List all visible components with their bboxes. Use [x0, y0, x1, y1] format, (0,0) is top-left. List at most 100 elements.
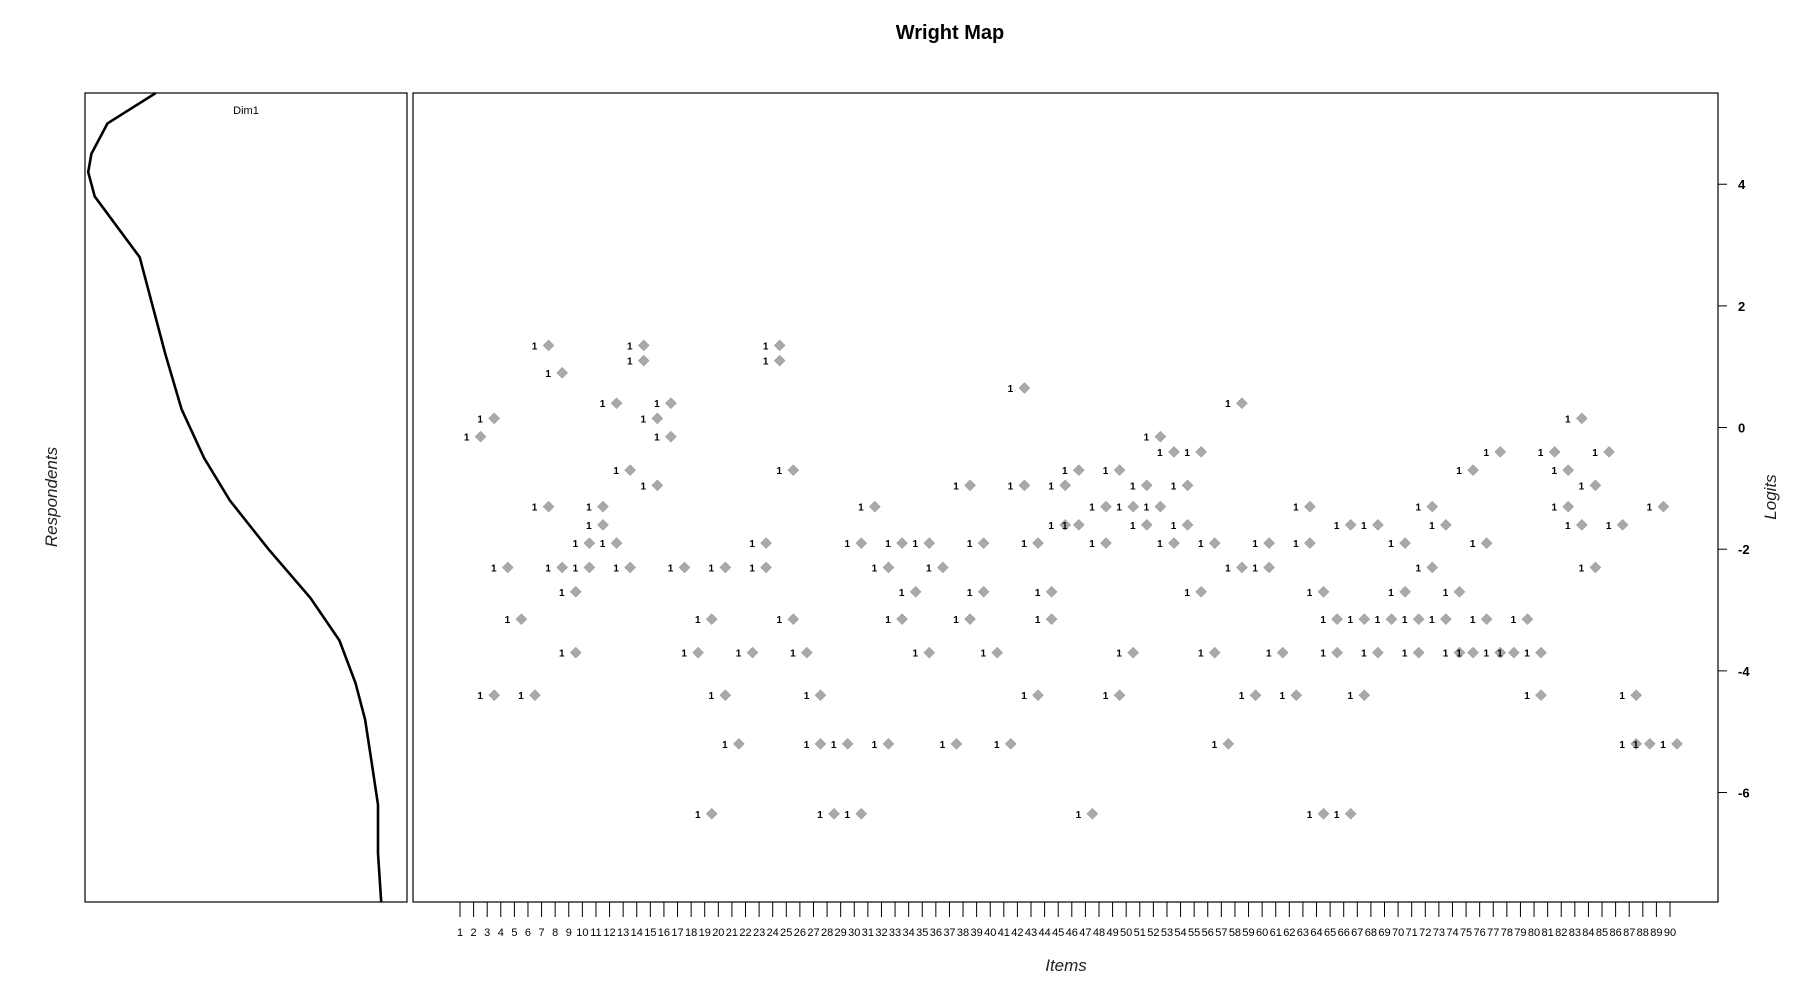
x-tick-label: 44: [1038, 927, 1050, 939]
x-tick-label: 69: [1378, 927, 1390, 939]
threshold-point: [733, 737, 745, 750]
threshold-label: 1: [1266, 649, 1272, 660]
threshold-point: [569, 646, 582, 659]
x-tick-label: 62: [1283, 927, 1295, 939]
threshold-point: [488, 689, 501, 702]
threshold-point: [1045, 613, 1058, 626]
threshold-point: [1072, 519, 1085, 531]
threshold-label: 1: [1388, 588, 1394, 599]
threshold-point: [705, 613, 718, 626]
x-tick-label: 33: [889, 927, 901, 939]
y-tick-label: -2: [1738, 542, 1750, 557]
threshold-label: 1: [532, 341, 538, 352]
x-tick-label: 87: [1623, 927, 1635, 939]
threshold-point: [923, 646, 936, 659]
threshold-point: [964, 479, 976, 492]
threshold-point: [1181, 479, 1194, 492]
threshold-point: [665, 397, 677, 410]
threshold-label: 1: [1144, 503, 1150, 514]
threshold-label: 1: [1565, 414, 1571, 425]
threshold-point: [610, 397, 623, 410]
threshold-point: [923, 537, 936, 549]
threshold-point: [1603, 446, 1615, 458]
x-tick-label: 68: [1365, 927, 1377, 939]
threshold-point: [1263, 537, 1275, 549]
x-tick-label: 40: [984, 927, 996, 939]
x-tick-label: 20: [712, 927, 724, 939]
threshold-point: [1072, 464, 1085, 476]
x-tick-label: 89: [1650, 927, 1662, 939]
threshold-point: [1004, 737, 1017, 750]
threshold-point: [1140, 519, 1153, 531]
threshold-point: [1412, 613, 1425, 626]
threshold-point: [1344, 519, 1357, 531]
threshold-point: [1195, 585, 1208, 598]
threshold-point: [1426, 561, 1439, 574]
threshold-label: 1: [940, 740, 946, 751]
x-tick-label: 25: [780, 927, 792, 939]
threshold-point: [583, 537, 596, 549]
x-tick-label: 56: [1202, 927, 1214, 939]
threshold-point: [637, 354, 650, 367]
threshold-label: 1: [1252, 539, 1258, 550]
x-tick-label: 70: [1392, 927, 1404, 939]
threshold-label: 1: [1551, 503, 1557, 514]
x-tick-label: 80: [1528, 927, 1540, 939]
threshold-point: [1059, 479, 1072, 492]
threshold-label: 1: [1225, 399, 1231, 410]
threshold-point: [1399, 537, 1411, 549]
threshold-label: 1: [1021, 691, 1027, 702]
x-tick-label: 2: [471, 927, 477, 939]
threshold-label: 1: [1375, 615, 1381, 626]
threshold-point: [1508, 646, 1520, 659]
threshold-label: 1: [1157, 539, 1163, 550]
y-tick-label: -4: [1738, 664, 1750, 679]
threshold-point: [1249, 689, 1262, 702]
threshold-label: 1: [1239, 691, 1245, 702]
threshold-label: 1: [1307, 588, 1313, 599]
threshold-label: 1: [1184, 588, 1190, 599]
x-tick-label: 39: [971, 927, 983, 939]
x-tick-label: 11: [590, 927, 601, 939]
threshold-point: [1208, 646, 1221, 659]
threshold-label: 1: [763, 341, 769, 352]
threshold-point: [773, 354, 786, 367]
threshold-label: 1: [736, 649, 742, 660]
x-tick-label: 59: [1242, 927, 1254, 939]
x-tick-label: 79: [1514, 927, 1526, 939]
threshold-point: [1032, 537, 1044, 549]
threshold-label: 1: [1470, 539, 1476, 550]
x-tick-label: 48: [1093, 927, 1105, 939]
threshold-point: [1018, 479, 1031, 492]
threshold-label: 1: [505, 615, 511, 626]
threshold-label: 1: [1035, 588, 1041, 599]
threshold-label: 1: [1144, 433, 1150, 444]
threshold-label: 1: [885, 539, 891, 550]
threshold-label: 1: [1280, 691, 1286, 702]
threshold-point: [936, 561, 949, 574]
x-tick-label: 54: [1174, 927, 1186, 939]
y-tick-label: 4: [1738, 177, 1746, 192]
threshold-label: 1: [695, 615, 701, 626]
x-tick-label: 71: [1406, 927, 1418, 939]
threshold-point: [1018, 382, 1031, 394]
threshold-label: 1: [1008, 384, 1014, 395]
threshold-label: 1: [953, 481, 959, 492]
threshold-label: 1: [491, 563, 497, 574]
threshold-label: 1: [1402, 649, 1408, 660]
threshold-point: [637, 339, 650, 352]
x-tick-label: 47: [1079, 927, 1091, 939]
x-tick-label: 23: [753, 927, 765, 939]
x-tick-label: 49: [1106, 927, 1118, 939]
threshold-label: 1: [763, 357, 769, 368]
threshold-point: [1317, 807, 1330, 820]
x-tick-label: 81: [1542, 927, 1554, 939]
threshold-point: [1426, 500, 1439, 513]
threshold-label: 1: [1415, 503, 1421, 514]
x-tick-label: 14: [631, 927, 643, 939]
threshold-point: [1127, 500, 1140, 513]
threshold-label: 1: [1320, 649, 1326, 660]
threshold-point: [1657, 500, 1670, 513]
threshold-point: [474, 430, 487, 443]
threshold-point: [1575, 519, 1588, 531]
